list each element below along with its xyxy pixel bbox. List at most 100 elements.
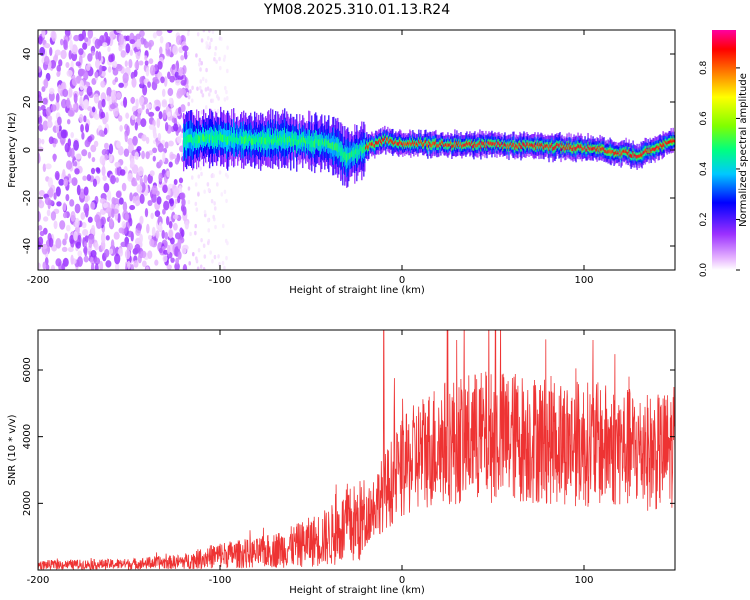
- heatmap-cell: [45, 264, 50, 270]
- heatmap-cell: [115, 91, 122, 100]
- heatmap-cell: [318, 139, 320, 147]
- heatmap-cell: [359, 148, 361, 155]
- heatmap-cell: [175, 257, 180, 265]
- heatmap-cell: [141, 260, 147, 268]
- heatmap-cell: [614, 151, 616, 155]
- heatmap-cell: [526, 142, 528, 146]
- heatmap-cell: [606, 151, 608, 154]
- heatmap-cell: [663, 143, 665, 148]
- heatmap-cell: [657, 146, 659, 150]
- heatmap-cell: [456, 141, 458, 146]
- heatmap-cell: [100, 208, 105, 215]
- heatmap-cell: [90, 262, 95, 270]
- heatmap-cell: [227, 136, 229, 146]
- heatmap-cell: [122, 72, 129, 84]
- heatmap-cell: [200, 89, 203, 94]
- heatmap-cell: [109, 103, 116, 110]
- heatmap-cell: [429, 142, 431, 146]
- heatmap-cell: [209, 250, 212, 255]
- heatmap-cell: [472, 144, 474, 149]
- heatmap-cell: [251, 137, 253, 146]
- heatmap-cell: [84, 196, 89, 203]
- heatmap-cell: [49, 47, 53, 56]
- heatmap-cell: [416, 142, 418, 146]
- heatmap-cell: [487, 141, 489, 145]
- heatmap-cell: [260, 137, 262, 146]
- heatmap-cell: [214, 224, 217, 230]
- heatmap-cell: [347, 152, 349, 162]
- heatmap-cell: [164, 231, 169, 240]
- heatmap-cell: [64, 232, 68, 241]
- heatmap-cell: [119, 169, 126, 176]
- heatmap-cell: [171, 64, 176, 70]
- heatmap-cell: [71, 177, 78, 186]
- heatmap-cell: [57, 84, 62, 94]
- heatmap-cell: [378, 140, 380, 144]
- heatmap-cell: [208, 30, 211, 33]
- heatmap-cell: [130, 97, 136, 104]
- heatmap-cell: [369, 142, 371, 146]
- heatmap-cell: [136, 145, 142, 152]
- heatmap-cell: [540, 143, 542, 148]
- heatmap-cell: [145, 136, 150, 145]
- heatmap-cell: [127, 172, 134, 182]
- heatmap-cell: [84, 37, 89, 43]
- heatmap-cell: [187, 95, 191, 100]
- colorbar: 0.0 0.2 0.4 0.6 0.8 Normalized spectral ampl…: [699, 30, 749, 277]
- heatmap-cell: [538, 145, 540, 149]
- heatmap-cell: [99, 64, 103, 76]
- heatmap-cell: [44, 43, 51, 49]
- heatmap-cell: [143, 41, 150, 49]
- colorbar-tick-label: 0.4: [699, 162, 709, 177]
- heatmap-cell: [136, 222, 143, 231]
- heatmap-cell: [170, 257, 175, 263]
- heatmap-cell: [312, 141, 314, 147]
- heatmap-cell: [152, 32, 157, 39]
- snr-y-tick-label: 6000: [22, 357, 33, 382]
- heatmap-cell: [65, 61, 70, 68]
- heatmap-cell: [255, 137, 257, 145]
- colorbar-ticks: 0.0 0.2 0.4 0.6 0.8: [699, 60, 740, 277]
- heatmap-cell: [111, 197, 116, 205]
- heatmap-cell: [410, 142, 412, 147]
- heatmap-cell: [273, 138, 275, 145]
- heatmap-cell: [309, 136, 311, 145]
- heatmap-cell: [125, 35, 131, 42]
- heatmap-cell: [407, 141, 409, 145]
- heatmap-cell: [79, 96, 83, 107]
- heatmap-cell: [499, 143, 501, 147]
- heatmap-cell: [139, 177, 143, 186]
- heatmap-cell: [507, 143, 509, 147]
- heatmap-cell: [182, 65, 187, 75]
- heatmap-cell: [536, 143, 538, 147]
- heatmap-cell: [493, 142, 495, 145]
- heatmap-cell: [154, 99, 161, 106]
- heatmap-cell: [199, 136, 201, 143]
- heatmap-cell: [58, 59, 63, 67]
- heatmap-cell: [468, 141, 470, 145]
- heatmap-cell: [313, 140, 315, 148]
- heatmap-cell: [633, 154, 635, 158]
- heatmap-cell: [277, 135, 279, 144]
- heatmap-cell: [348, 152, 350, 161]
- heatmap-cell: [96, 167, 101, 174]
- spectrogram-ylabel: Frequency (Hz): [7, 112, 18, 188]
- heatmap-cell: [514, 146, 516, 150]
- heatmap-cell: [336, 143, 338, 151]
- heatmap-cell: [298, 139, 300, 145]
- heatmap-cell: [580, 144, 582, 148]
- heatmap-cell: [437, 144, 439, 148]
- heatmap-cell: [505, 144, 507, 147]
- heatmap-cell: [509, 143, 511, 147]
- heatmap-cell: [151, 185, 158, 195]
- heatmap-cell: [94, 214, 101, 223]
- heatmap-cell: [109, 217, 114, 227]
- heatmap-cell: [63, 39, 68, 50]
- heatmap-cell: [620, 152, 622, 157]
- heatmap-cell: [649, 147, 651, 151]
- heatmap-cell: [123, 96, 128, 108]
- heatmap-cell: [403, 141, 405, 145]
- heatmap-cell: [187, 199, 191, 205]
- heatmap-cell: [252, 139, 254, 146]
- heatmap-cell: [83, 115, 87, 123]
